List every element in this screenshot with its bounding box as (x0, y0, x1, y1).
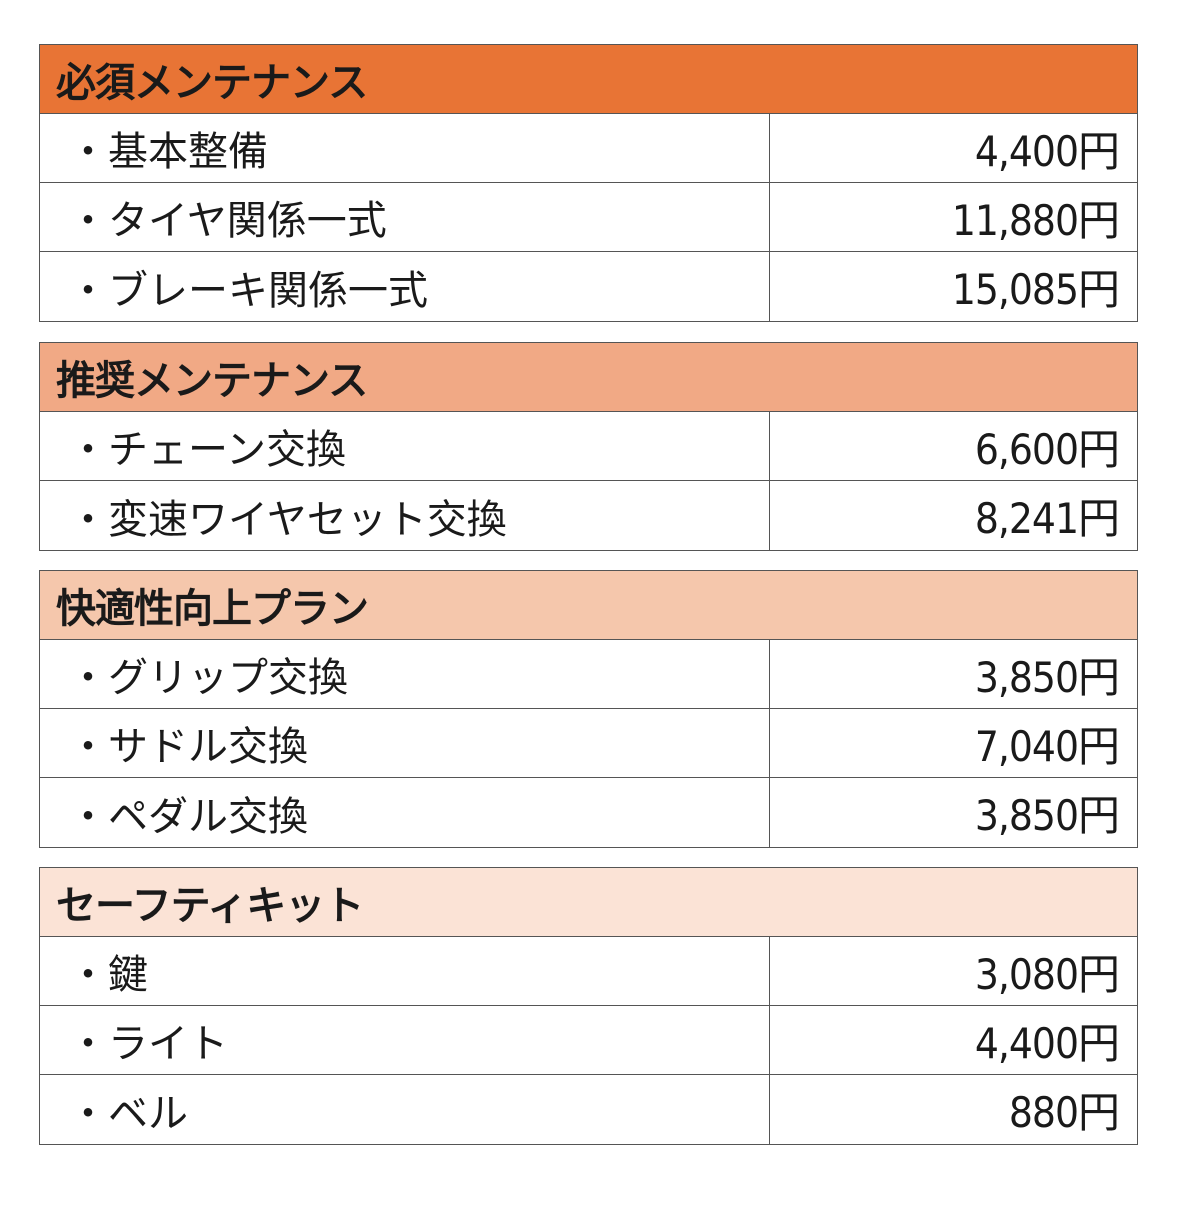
item-price: 6,600円 (974, 424, 1120, 474)
bullet: ・ (68, 724, 108, 770)
item-name-cell: ・ペダル交換 (40, 778, 770, 847)
table-row: ・基本整備 4,400円 (40, 114, 1137, 183)
bullet: ・ (68, 793, 108, 840)
item-name: ライト (108, 1021, 228, 1067)
item-price: 3,850円 (974, 791, 1120, 840)
section-comfort-upgrade-plan: 快適性向上プラン ・グリップ交換 3,850円 ・サドル交換 7,040円 ・ペ… (39, 570, 1138, 848)
section-header: 推奨メンテナンス (40, 343, 1137, 412)
table-row: ・ペダル交換 3,850円 (40, 778, 1137, 847)
bullet: ・ (68, 198, 108, 244)
item-name: ブレーキ関係一式 (108, 267, 428, 314)
item-name-cell: ・ブレーキ関係一式 (40, 252, 770, 321)
item-name: サドル交換 (108, 724, 308, 770)
table-row: ・変速ワイヤセット交換 8,241円 (40, 481, 1137, 550)
item-price: 11,880円 (951, 195, 1120, 245)
item-name: ペダル交換 (108, 793, 308, 840)
item-price: 15,085円 (951, 265, 1120, 314)
item-price: 3,080円 (974, 949, 1120, 999)
bullet: ・ (68, 1021, 108, 1067)
section-header: 快適性向上プラン (40, 571, 1137, 640)
section-header: 必須メンテナンス (40, 45, 1137, 114)
section-recommended-maintenance: 推奨メンテナンス ・チェーン交換 6,600円 ・変速ワイヤセット交換 8,24… (39, 342, 1138, 551)
table-row: ・鍵 3,080円 (40, 937, 1137, 1006)
item-name-cell: ・ベル (40, 1075, 770, 1144)
item-name-cell: ・基本整備 (40, 114, 770, 182)
item-price: 880円 (1008, 1088, 1120, 1137)
item-name: 基本整備 (108, 129, 268, 175)
item-name: ベル (108, 1090, 188, 1137)
item-name: 鍵 (108, 952, 148, 998)
section-header: セーフティキット (40, 868, 1137, 937)
bullet: ・ (68, 1090, 108, 1137)
item-name: 変速ワイヤセット交換 (108, 496, 507, 543)
item-price: 3,850円 (974, 652, 1120, 702)
item-name-cell: ・サドル交換 (40, 709, 770, 777)
item-name: グリップ交換 (108, 655, 348, 701)
section-required-maintenance: 必須メンテナンス ・基本整備 4,400円 ・タイヤ関係一式 11,880円 ・… (39, 44, 1138, 322)
bullet: ・ (68, 129, 108, 175)
item-name-cell: ・グリップ交換 (40, 640, 770, 708)
table-row: ・サドル交換 7,040円 (40, 709, 1137, 778)
bullet: ・ (68, 655, 108, 701)
bullet: ・ (68, 952, 108, 998)
item-price: 4,400円 (974, 126, 1120, 176)
table-row: ・チェーン交換 6,600円 (40, 412, 1137, 481)
item-name-cell: ・タイヤ関係一式 (40, 183, 770, 251)
item-name: チェーン交換 (108, 427, 346, 473)
bullet: ・ (68, 267, 108, 314)
item-name: タイヤ関係一式 (108, 198, 387, 244)
item-name-cell: ・チェーン交換 (40, 412, 770, 480)
item-name-cell: ・変速ワイヤセット交換 (40, 481, 770, 550)
item-price: 8,241円 (974, 494, 1120, 543)
table-row: ・ブレーキ関係一式 15,085円 (40, 252, 1137, 321)
table-row: ・グリップ交換 3,850円 (40, 640, 1137, 709)
table-row: ・タイヤ関係一式 11,880円 (40, 183, 1137, 252)
bullet: ・ (68, 496, 108, 543)
item-price: 7,040円 (974, 721, 1120, 771)
bullet: ・ (68, 427, 108, 473)
table-row: ・ベル 880円 (40, 1075, 1137, 1144)
item-name-cell: ・鍵 (40, 937, 770, 1005)
item-price: 4,400円 (974, 1018, 1120, 1068)
section-safety-kit: セーフティキット ・鍵 3,080円 ・ライト 4,400円 ・ベル 880円 (39, 867, 1138, 1145)
item-name-cell: ・ライト (40, 1006, 770, 1074)
table-row: ・ライト 4,400円 (40, 1006, 1137, 1075)
